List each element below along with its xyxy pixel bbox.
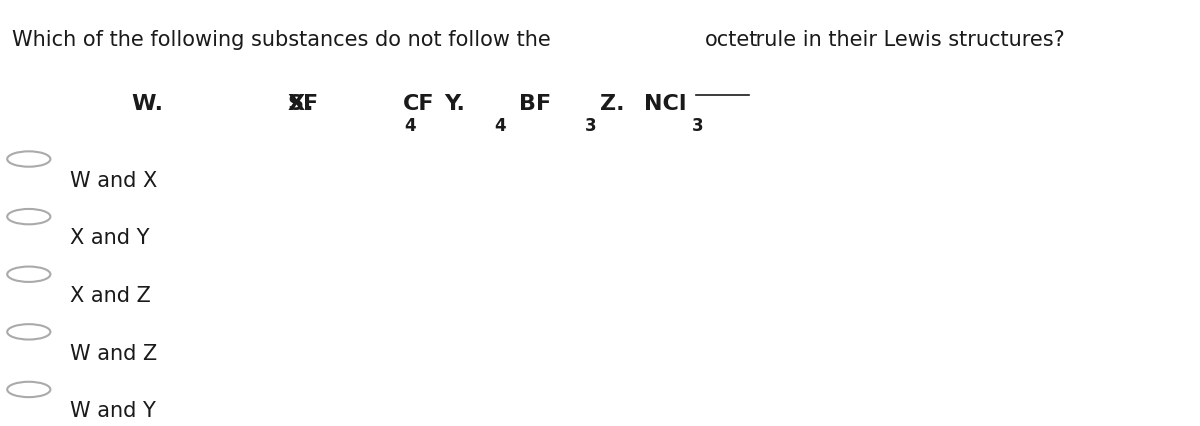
Text: X and Z: X and Z: [70, 285, 150, 305]
Text: 4: 4: [404, 117, 415, 135]
Text: BF: BF: [520, 94, 552, 114]
Text: rule in their Lewis structures?: rule in their Lewis structures?: [750, 30, 1066, 50]
Text: 4: 4: [494, 117, 505, 135]
Text: SF: SF: [288, 94, 319, 114]
Text: 3: 3: [584, 117, 596, 135]
Text: W and Z: W and Z: [70, 343, 157, 363]
Text: Which of the following substances do not follow the: Which of the following substances do not…: [12, 30, 557, 50]
Text: X.: X.: [288, 94, 318, 114]
Text: 3: 3: [691, 117, 703, 135]
Text: Z.: Z.: [600, 94, 629, 114]
Text: NCl: NCl: [644, 94, 686, 114]
Text: W and Y: W and Y: [70, 400, 156, 420]
Text: W.: W.: [132, 94, 168, 114]
Text: X and Y: X and Y: [70, 228, 149, 248]
Text: W and X: W and X: [70, 170, 157, 190]
Text: CF: CF: [403, 94, 434, 114]
Text: octet: octet: [704, 30, 758, 50]
Text: Y.: Y.: [444, 94, 469, 114]
